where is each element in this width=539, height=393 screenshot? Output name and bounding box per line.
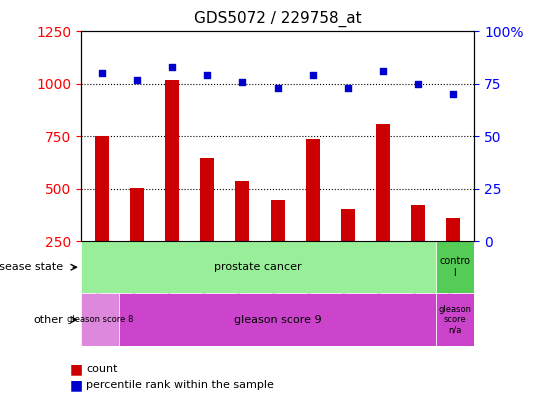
Text: prostate cancer: prostate cancer	[215, 262, 302, 272]
Bar	[306, 140, 320, 294]
Text: disease state: disease state	[0, 262, 63, 272]
Bar	[411, 206, 425, 294]
Bar	[271, 200, 285, 294]
Point	[414, 81, 423, 87]
Point	[449, 91, 458, 97]
Text: gleason
score
n/a: gleason score n/a	[439, 305, 472, 334]
Point	[98, 70, 106, 77]
Point	[238, 79, 247, 85]
FancyBboxPatch shape	[81, 294, 120, 346]
Point	[273, 85, 282, 91]
Bar	[446, 218, 460, 294]
Text: ■: ■	[70, 378, 83, 392]
Text: gleason score 9: gleason score 9	[234, 315, 321, 325]
Title: GDS5072 / 229758_at: GDS5072 / 229758_at	[194, 11, 361, 27]
Point	[379, 68, 388, 74]
FancyBboxPatch shape	[120, 294, 436, 346]
FancyBboxPatch shape	[81, 241, 436, 294]
Text: other: other	[33, 315, 63, 325]
Text: contro
l: contro l	[439, 257, 471, 278]
Text: gleason score 8: gleason score 8	[67, 315, 133, 324]
Point	[133, 77, 141, 83]
Bar	[236, 181, 250, 294]
Bar	[376, 124, 390, 294]
Point	[203, 72, 212, 79]
Bar	[341, 209, 355, 294]
Text: ■: ■	[70, 362, 83, 376]
Bar	[95, 136, 109, 294]
FancyBboxPatch shape	[436, 294, 474, 346]
Bar	[130, 187, 144, 294]
Bar	[201, 158, 215, 294]
Point	[168, 64, 176, 70]
Bar	[165, 80, 179, 294]
Point	[308, 72, 317, 79]
Text: percentile rank within the sample: percentile rank within the sample	[86, 380, 274, 390]
Point	[343, 85, 352, 91]
FancyBboxPatch shape	[436, 241, 474, 294]
Text: count: count	[86, 364, 118, 375]
